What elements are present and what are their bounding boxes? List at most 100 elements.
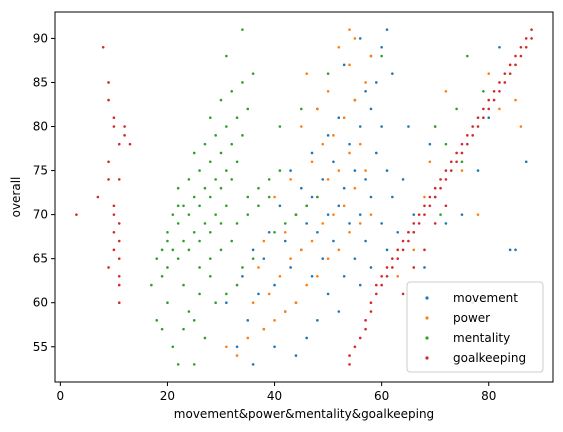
point-mentality (225, 125, 228, 128)
point-goalkeeping (348, 363, 351, 366)
point-goalkeeping (380, 274, 383, 278)
point-power (300, 248, 303, 252)
y-tick-label: 90 (33, 31, 48, 45)
point-mentality (214, 134, 217, 137)
point-mentality (203, 142, 207, 146)
point-goalkeeping (401, 292, 405, 296)
point-movement (385, 248, 389, 252)
y-tick-label: 65 (33, 252, 48, 266)
point-power (412, 248, 416, 252)
point-movement (316, 319, 319, 322)
point-goalkeeping (391, 266, 394, 269)
point-mentality (176, 186, 180, 190)
point-power (332, 213, 335, 216)
point-mentality (241, 266, 244, 269)
point-movement (321, 178, 325, 181)
point-mentality (219, 186, 223, 190)
point-power (476, 213, 480, 216)
x-tick-label: 0 (57, 389, 65, 403)
point-mentality (219, 151, 223, 155)
point-goalkeeping (112, 248, 116, 252)
point-goalkeeping (476, 125, 480, 128)
point-mentality (241, 81, 244, 84)
y-tick-label: 85 (33, 75, 48, 89)
point-goalkeeping (514, 63, 517, 67)
point-goalkeeping (348, 354, 351, 357)
point-movement (332, 160, 335, 164)
point-movement (257, 292, 260, 296)
point-movement (235, 345, 239, 349)
x-tick-label: 20 (160, 389, 175, 403)
point-mentality (241, 134, 244, 137)
point-power (262, 327, 266, 331)
point-mentality (160, 248, 164, 252)
legend-marker (425, 356, 429, 360)
point-mentality (198, 292, 201, 296)
point-mentality (198, 204, 201, 208)
x-axis-ticks: 0 20 40 60 80 (57, 382, 496, 403)
point-mentality (150, 283, 153, 287)
point-movement (358, 213, 362, 216)
point-mentality (214, 178, 217, 181)
point-goalkeeping (364, 327, 367, 331)
point-mentality (187, 213, 191, 216)
point-goalkeeping (112, 213, 116, 216)
legend-box (406, 281, 544, 373)
point-goalkeeping (524, 45, 528, 49)
legend-label: movement (453, 291, 518, 305)
point-movement (246, 319, 250, 322)
point-mentality (192, 230, 196, 234)
point-mentality (455, 107, 458, 111)
point-movement (300, 186, 303, 190)
point-mentality (192, 319, 196, 322)
point-mentality (219, 248, 223, 252)
point-mentality (166, 301, 169, 305)
point-mentality (251, 257, 255, 260)
point-power (514, 98, 517, 102)
point-mentality (187, 310, 191, 313)
point-mentality (198, 169, 201, 172)
point-mentality (208, 116, 212, 120)
point-power (358, 142, 362, 146)
point-goalkeeping (369, 310, 373, 313)
legend-label: power (453, 311, 490, 325)
point-movement (273, 283, 276, 287)
point-power (326, 89, 330, 93)
point-goalkeeping (117, 239, 121, 243)
point-power (498, 107, 501, 111)
point-mentality (246, 213, 250, 216)
point-goalkeeping (401, 239, 405, 243)
point-mentality (155, 319, 159, 322)
point-movement (514, 248, 517, 252)
point-mentality (176, 222, 180, 225)
point-mentality (203, 222, 207, 225)
point-mentality (208, 257, 212, 260)
point-mentality (171, 213, 175, 216)
point-goalkeeping (444, 204, 448, 208)
point-mentality (166, 230, 169, 234)
point-power (358, 222, 362, 225)
point-mentality (198, 266, 201, 269)
point-power (310, 160, 314, 164)
point-power (326, 178, 330, 181)
point-goalkeeping (117, 257, 121, 260)
point-goalkeeping (460, 151, 464, 155)
point-mentality (203, 186, 207, 190)
point-movement (353, 169, 357, 172)
point-mentality (241, 28, 244, 31)
point-movement (385, 169, 389, 172)
point-movement (326, 134, 330, 137)
legend-marker (425, 316, 429, 320)
point-goalkeeping (385, 274, 389, 278)
legend-label: mentality (453, 331, 510, 345)
point-goalkeeping (466, 142, 469, 146)
point-movement (358, 125, 362, 128)
point-goalkeeping (423, 204, 426, 208)
point-movement (508, 248, 512, 252)
point-movement (524, 160, 528, 164)
point-mentality (246, 107, 250, 111)
point-movement (369, 266, 373, 269)
point-goalkeeping (471, 134, 474, 137)
point-power (235, 354, 239, 357)
point-power (348, 151, 351, 155)
